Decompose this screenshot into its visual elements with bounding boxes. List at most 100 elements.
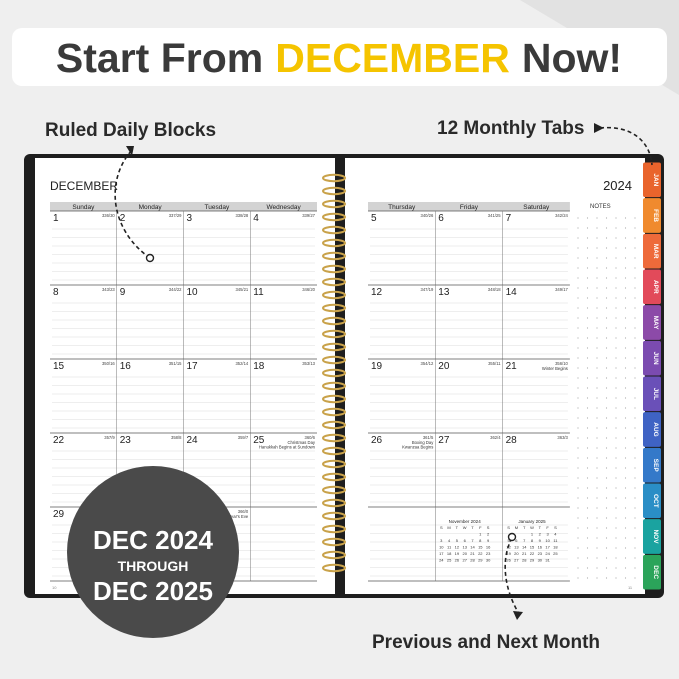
note-dot — [596, 377, 598, 379]
mini-date: 30 — [486, 558, 491, 563]
date: 26 — [371, 435, 383, 446]
tab-label: JAN — [652, 173, 659, 186]
mini-date: 1 — [531, 532, 534, 537]
spiral-ring — [322, 290, 346, 300]
tab-label: SEP — [652, 459, 659, 473]
mini-date: 21 — [470, 551, 475, 556]
spiral-ring — [322, 251, 346, 261]
note-dot — [596, 217, 598, 219]
spiral-ring — [322, 407, 346, 417]
spiral-ring — [322, 316, 346, 326]
mini-date: 23 — [486, 551, 491, 556]
mini-day: M — [515, 525, 518, 530]
tab-label: OCT — [652, 494, 659, 508]
day-count: 357/9 — [104, 435, 115, 440]
mini-date: 19 — [506, 551, 511, 556]
mini-date: 5 — [456, 538, 459, 543]
note-dot — [615, 547, 617, 549]
note-dot — [634, 517, 636, 519]
day-count: 343/23 — [102, 287, 115, 292]
note-dot — [634, 327, 636, 329]
mini-date: 17 — [545, 545, 550, 550]
note-dot — [624, 347, 627, 349]
note-dot — [624, 487, 627, 489]
note-dot — [634, 437, 636, 439]
note-dot — [577, 567, 579, 569]
mini-date: 17 — [439, 551, 444, 556]
holiday: Winter Begins — [542, 366, 568, 371]
mini-date: 13 — [462, 545, 467, 550]
note-dot — [586, 367, 589, 369]
note-dot — [577, 447, 579, 449]
note-dot — [624, 287, 627, 289]
mini-day: W — [530, 525, 534, 530]
note-dot — [586, 357, 589, 359]
note-dot — [605, 487, 608, 489]
mini-date: 29 — [478, 558, 483, 563]
month-title: DECEMBER — [50, 179, 118, 193]
note-dot — [596, 427, 598, 429]
note-dot — [634, 557, 636, 559]
note-dot — [615, 377, 617, 379]
note-dot — [577, 227, 579, 229]
note-dot — [577, 517, 579, 519]
tab-label: MAY — [652, 316, 659, 331]
mini-date: 21 — [522, 551, 527, 556]
month-tab — [643, 554, 661, 590]
spiral-ring — [322, 199, 346, 209]
note-dot — [605, 507, 608, 509]
note-dot — [634, 357, 636, 359]
note-dot — [615, 437, 617, 439]
note-dot — [615, 557, 617, 559]
note-dot — [634, 447, 636, 449]
note-dot — [577, 547, 579, 549]
note-dot — [605, 517, 608, 519]
mini-date: 3 — [546, 532, 549, 537]
day-count: 358/8 — [171, 435, 182, 440]
holiday: Christmas Day — [288, 440, 316, 445]
note-dot — [624, 327, 627, 329]
day-count: 347/19 — [420, 287, 433, 292]
tab-label: AUG — [652, 422, 659, 436]
spiral-ring — [322, 303, 346, 313]
note-dot — [586, 497, 589, 499]
note-dot — [615, 357, 617, 359]
note-dot — [605, 457, 608, 459]
day-count: 363/3 — [557, 435, 568, 440]
date: 25 — [253, 435, 265, 446]
day-count: 356/10 — [555, 361, 568, 366]
note-dot — [586, 387, 589, 389]
note-dot — [624, 427, 627, 429]
tab-label: MAR — [652, 244, 659, 259]
note-dot — [577, 577, 579, 579]
note-dot — [577, 247, 579, 249]
mini-date: 31 — [545, 558, 550, 563]
note-dot — [615, 307, 617, 309]
note-dot — [634, 387, 636, 389]
note-dot — [586, 417, 589, 419]
note-dot — [596, 547, 598, 549]
mini-date: 2 — [487, 532, 490, 537]
date: 11 — [253, 287, 264, 298]
note-dot — [634, 287, 636, 289]
spiral-ring — [322, 563, 346, 573]
note-dot — [615, 527, 617, 529]
mini-date: 18 — [447, 551, 452, 556]
mini-date: 20 — [514, 551, 519, 556]
date: 19 — [371, 361, 383, 372]
note-dot — [615, 267, 617, 269]
note-dot — [596, 367, 598, 369]
date: 12 — [371, 287, 383, 298]
spiral-ring — [322, 498, 346, 508]
mini-date: 11 — [553, 538, 558, 543]
headline-suffix: Now! — [522, 35, 622, 81]
day-count: 339/27 — [302, 213, 315, 218]
mini-date: 16 — [538, 545, 543, 550]
spiral — [322, 173, 346, 573]
note-dot — [577, 467, 579, 469]
month-tab — [643, 162, 661, 198]
note-dot — [586, 447, 589, 449]
weekday-header — [50, 202, 317, 211]
note-dot — [634, 317, 636, 319]
